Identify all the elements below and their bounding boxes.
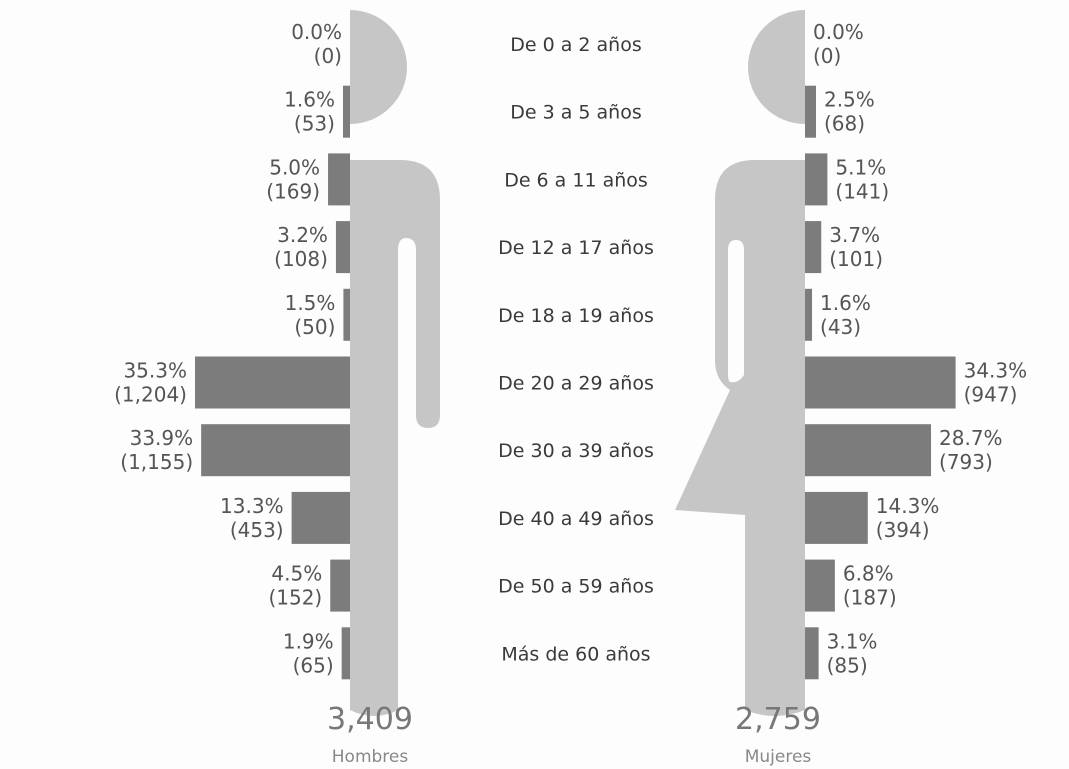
female-percent-label: 3.1% [827, 629, 878, 653]
male-count-label: (0) [314, 44, 342, 68]
female-count-label: (187) [843, 586, 897, 610]
age-category-label: De 3 a 5 años [510, 102, 642, 124]
age-category-label: De 50 a 59 años [498, 576, 654, 598]
male-count-label: (152) [268, 586, 322, 610]
female-percent-label: 28.7% [939, 426, 1003, 450]
male-count-label: (1,155) [120, 450, 193, 474]
female-percent-label: 14.3% [876, 494, 940, 518]
female-bar-3 [805, 221, 822, 274]
age-category-label: De 0 a 2 años [510, 34, 642, 56]
male-percent-label: 1.5% [285, 291, 336, 315]
female-bar-9 [805, 627, 819, 680]
male-count-label: (169) [266, 179, 320, 203]
female-bar-7 [805, 491, 868, 544]
male-count-label: (53) [294, 112, 335, 136]
male-percent-label: 0.0% [291, 20, 342, 44]
male-bar-5 [195, 356, 350, 409]
age-category-label: De 40 a 49 años [498, 508, 654, 530]
male-count-label: (453) [230, 518, 284, 542]
female-bar-5 [805, 356, 956, 409]
female-percent-label: 34.3% [964, 359, 1028, 383]
male-silhouette [350, 10, 440, 716]
female-count-label: (947) [964, 383, 1018, 407]
male-bar-1 [342, 85, 350, 138]
age-category-label: De 18 a 19 años [498, 305, 654, 327]
male-total-label: Hombres [332, 747, 409, 767]
male-percent-label: 3.2% [277, 223, 328, 247]
category-labels: De 0 a 2 años De 3 a 5 años De 6 a 11 años… [498, 34, 654, 665]
male-bars [195, 85, 350, 680]
male-percent-label: 33.9% [130, 426, 194, 450]
female-count-label: (68) [824, 112, 865, 136]
male-percent-label: 13.3% [220, 494, 284, 518]
female-labels: 0.0%(0) 2.5%(68) 5.1%(141) 3.7%(101) 1.6%(43… [813, 20, 1027, 677]
male-percent-label: 4.5% [271, 562, 322, 586]
female-silhouette [675, 10, 805, 716]
female-bar-8 [805, 559, 835, 612]
male-count-label: (50) [294, 315, 335, 339]
female-count-label: (85) [827, 653, 868, 677]
female-bar-4 [805, 288, 813, 341]
female-count-label: (43) [820, 315, 861, 339]
female-total: 2,759 [735, 702, 821, 737]
male-bar-4 [343, 288, 350, 341]
female-bar-1 [805, 85, 816, 138]
age-category-label: De 6 a 11 años [504, 169, 648, 191]
female-bar-6 [805, 424, 932, 477]
female-count-label: (394) [876, 518, 930, 542]
female-count-label: (793) [939, 450, 993, 474]
age-category-label: De 30 a 39 años [498, 440, 654, 462]
male-bar-9 [341, 627, 350, 680]
female-count-label: (141) [835, 179, 889, 203]
female-percent-label: 5.1% [835, 155, 886, 179]
male-bar-6 [201, 424, 350, 477]
male-count-label: (1,204) [114, 383, 187, 407]
female-count-label: (0) [813, 44, 841, 68]
female-bar-2 [805, 153, 828, 206]
male-count-label: (108) [274, 247, 328, 271]
male-total: 3,409 [327, 702, 413, 737]
male-count-label: (65) [293, 653, 334, 677]
male-labels: 0.0%(0) 1.6%(53) 5.0%(169) 3.2%(108) 1.5%(50… [114, 20, 342, 677]
female-count-label: (101) [829, 247, 883, 271]
female-total-label: Mujeres [745, 747, 812, 767]
male-bar-7 [291, 491, 350, 544]
female-percent-label: 2.5% [824, 88, 875, 112]
age-category-label: De 12 a 17 años [498, 237, 654, 259]
male-percent-label: 1.9% [283, 629, 334, 653]
female-bars [805, 85, 956, 680]
female-percent-label: 3.7% [829, 223, 880, 247]
female-percent-label: 1.6% [820, 291, 871, 315]
male-percent-label: 35.3% [123, 359, 187, 383]
male-percent-label: 1.6% [284, 88, 335, 112]
male-percent-label: 5.0% [269, 155, 320, 179]
male-bar-2 [328, 153, 350, 206]
age-category-label: De 20 a 29 años [498, 373, 654, 395]
female-percent-label: 0.0% [813, 20, 864, 44]
female-percent-label: 6.8% [843, 562, 894, 586]
age-category-label: Más de 60 años [501, 643, 650, 665]
male-bar-8 [330, 559, 350, 612]
male-bar-3 [335, 221, 350, 274]
